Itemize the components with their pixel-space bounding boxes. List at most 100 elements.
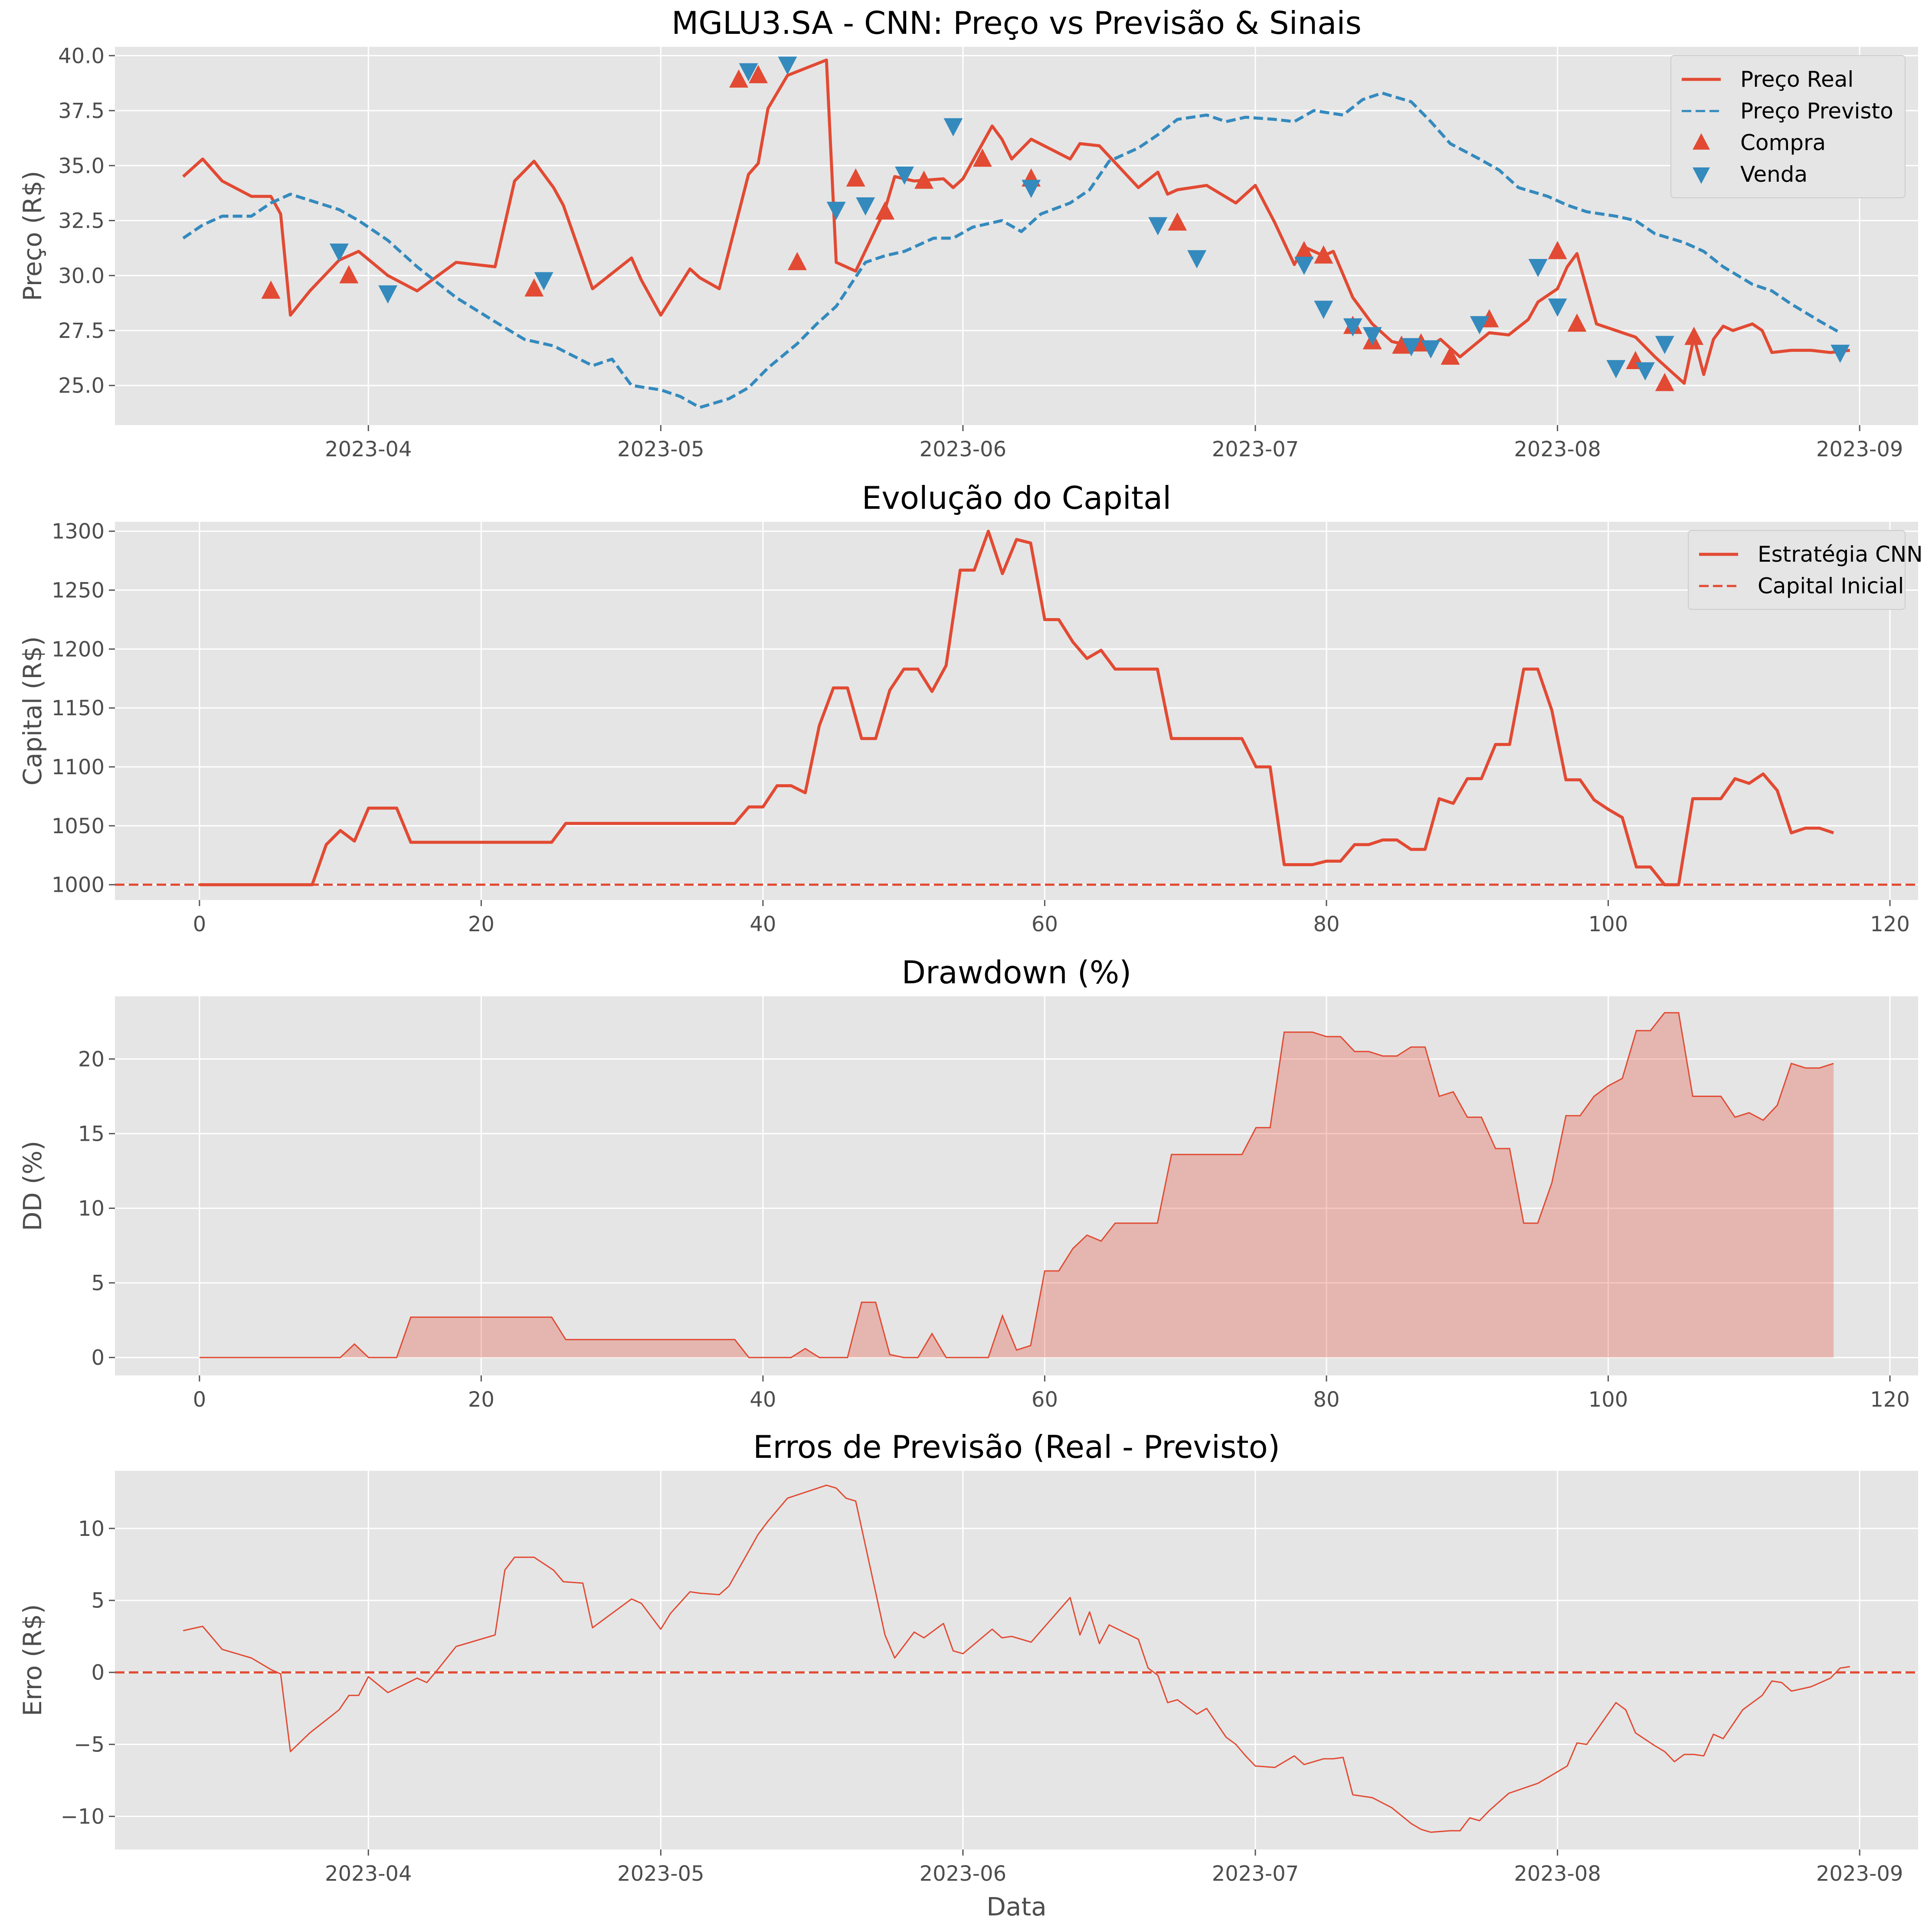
p3-y-tick-label: 5: [91, 1271, 105, 1296]
p1-y-tick-label: 30.0: [58, 264, 105, 288]
p1-y-axis-label: Preço (R$): [18, 171, 47, 301]
p2-y-tick-label: 1100: [52, 755, 105, 779]
p3-x-tick-label: 40: [750, 1388, 776, 1412]
p3-y-tick-label: 10: [78, 1197, 105, 1221]
p3-x-tick-label: 100: [1588, 1388, 1628, 1412]
p1-triangle-up-marker: [1655, 373, 1674, 391]
p1-y-tick-label: 25.0: [58, 374, 105, 398]
p1-triangle-up-marker: [1684, 327, 1704, 345]
p2-legend-label: Capital Inicial: [1758, 573, 1904, 599]
p3-y-tick-label: 15: [78, 1122, 105, 1146]
p2-series-line: [199, 530, 1834, 887]
p1-triangle-up-marker: [846, 168, 865, 187]
p1-triangle-up-marker: [1314, 245, 1333, 264]
p1-triangle-up-marker: [1567, 313, 1587, 332]
p4-y-tick-label: 10: [78, 1517, 105, 1541]
p1-triangle-down-marker: [1402, 338, 1421, 357]
p1-triangle-down-marker: [1606, 360, 1626, 379]
p1-triangle-down-marker: [1343, 318, 1362, 337]
p1-triangle-down-marker: [1655, 336, 1674, 354]
p1-triangle-up-marker: [1294, 241, 1314, 259]
p3-y-axis-label: DD (%): [18, 1141, 47, 1231]
p1-triangle-down-marker: [1548, 298, 1567, 317]
p2-y-tick-label: 1200: [52, 637, 105, 661]
p1-x-tick-label: 2023-05: [617, 437, 704, 462]
p2-plot-area: [115, 522, 1918, 900]
p1-y-tick-label: 27.5: [58, 319, 105, 343]
p3-x-tick-label: 60: [1031, 1388, 1058, 1412]
p3-y-tick-label: 0: [91, 1346, 105, 1370]
p2-x-tick-label: 100: [1588, 912, 1628, 936]
p1-series-line: [182, 58, 1850, 385]
p2-x-tick-label: 40: [750, 912, 776, 936]
p4-x-tick-label: 2023-04: [325, 1862, 412, 1886]
p1-series-line: [182, 92, 1841, 409]
p1-legend-label: Venda: [1740, 162, 1808, 187]
p4-y-tick-label: −5: [74, 1733, 105, 1757]
p1-triangle-down-marker: [739, 63, 758, 82]
p3-area-line: [199, 1012, 1834, 1358]
p4-y-axis-label: Erro (R$): [18, 1604, 47, 1716]
p1-triangle-down-marker: [1362, 327, 1382, 346]
p4-y-tick-label: 0: [91, 1661, 105, 1685]
p1-triangle-down-marker: [1294, 256, 1314, 275]
p1-triangle-down-marker: [1830, 344, 1850, 363]
p1-triangle-up-marker: [1441, 346, 1460, 365]
p1-triangle-up-marker: [875, 201, 895, 220]
p1-triangle-up-marker: [1548, 241, 1567, 259]
p4-title: Erros de Previsão (Real - Previsto): [753, 1429, 1280, 1465]
p1-triangle-down-marker: [378, 285, 398, 304]
p2-y-tick-label: 1050: [52, 814, 105, 838]
p2-x-tick-label: 80: [1313, 912, 1339, 936]
p1-triangle-down-marker: [1470, 316, 1489, 334]
p1-legend-marker: [1693, 133, 1710, 150]
p1-triangle-down-marker: [1187, 250, 1207, 268]
p2-x-tick-label: 0: [193, 912, 206, 936]
p1-title: MGLU3.SA - CNN: Preço vs Previsão & Sina…: [671, 5, 1362, 41]
p2-legend-label: Estratégia CNN: [1758, 542, 1923, 567]
p4-x-tick-label: 2023-07: [1212, 1862, 1299, 1886]
p4-y-tick-label: 5: [91, 1589, 105, 1613]
p2-y-tick-label: 1300: [52, 520, 105, 544]
p4-x-tick-label: 2023-05: [617, 1862, 704, 1886]
p1-triangle-down-marker: [943, 118, 963, 137]
p4-plot-area: [115, 1471, 1918, 1849]
p1-triangle-down-marker: [1022, 180, 1041, 198]
p3-x-tick-label: 120: [1870, 1388, 1910, 1412]
p3-x-tick-label: 0: [193, 1388, 206, 1412]
p4-series-line: [183, 1484, 1850, 1833]
p1-triangle-down-marker: [778, 56, 797, 75]
p1-triangle-up-marker: [973, 148, 992, 167]
p2-y-tick-label: 1150: [52, 696, 105, 720]
p4-y-tick-label: −10: [61, 1805, 105, 1829]
p1-triangle-up-marker: [524, 278, 544, 297]
p4-x-tick-label: 2023-09: [1816, 1862, 1903, 1886]
p4-x-tick-label: 2023-06: [920, 1862, 1007, 1886]
p1-triangle-down-marker: [1635, 362, 1655, 381]
p1-triangle-down-marker: [534, 272, 553, 291]
p1-legend-label: Compra: [1740, 130, 1826, 155]
p3-area-fill: [199, 1012, 1834, 1358]
p2-x-tick-label: 20: [468, 912, 494, 936]
p1-triangle-up-marker: [1392, 335, 1411, 354]
p1-x-tick-label: 2023-04: [325, 437, 412, 462]
p1-triangle-down-marker: [1528, 259, 1548, 277]
p2-x-tick-label: 120: [1870, 912, 1910, 936]
p2-y-tick-label: 1000: [52, 873, 105, 897]
p1-legend-label: Preço Real: [1740, 67, 1853, 92]
p1-legend-label: Preço Previsto: [1740, 98, 1893, 124]
p1-triangle-down-marker: [826, 202, 846, 220]
p3-x-tick-label: 20: [468, 1388, 494, 1412]
p1-triangle-up-marker: [729, 69, 749, 88]
p1-legend-box: [1670, 55, 1906, 198]
p1-triangle-down-marker: [1421, 340, 1441, 359]
p1-triangle-down-marker: [1148, 217, 1168, 236]
p2-legend-box: [1688, 530, 1906, 610]
p4-x-axis-label: Data: [986, 1892, 1047, 1921]
p1-triangle-up-marker: [749, 65, 768, 83]
p2-y-tick-label: 1250: [52, 579, 105, 603]
p1-triangle-down-marker: [329, 243, 349, 262]
p1-triangle-up-marker: [787, 252, 807, 270]
p1-x-tick-label: 2023-08: [1514, 437, 1601, 462]
p1-triangle-up-marker: [339, 265, 359, 284]
